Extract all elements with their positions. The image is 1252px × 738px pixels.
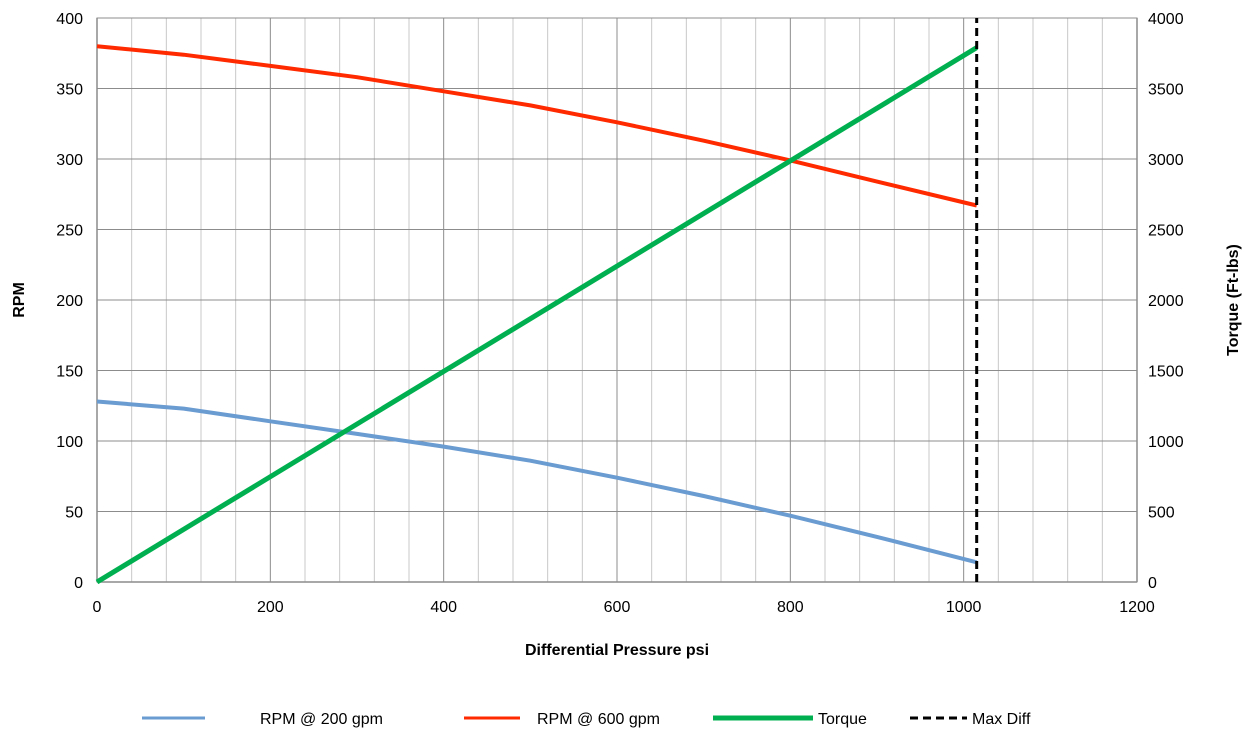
ticks: 0 200 400 600 800 1000 1200 0 50 100 150 200 250 300 3… (56, 11, 1183, 616)
y-axis-title: RPM (11, 282, 28, 318)
series-line-3 (95, 45, 978, 585)
y2-tick-label: 500 (1148, 505, 1175, 522)
x-tick-label: 1000 (946, 599, 982, 616)
y-tick-label: 100 (56, 434, 83, 451)
legend: RPM @ 200 gpm RPM @ 600 gpm Torque Max Diff (142, 711, 1031, 728)
series-line-2 (96, 44, 978, 208)
grid (96, 17, 1138, 583)
y2-tick-label: 0 (1148, 575, 1157, 592)
y2-tick-label: 4000 (1148, 11, 1184, 28)
y2-tick-label: 2000 (1148, 293, 1184, 310)
legend-label: RPM @ 600 gpm (537, 711, 660, 728)
y2-tick-label: 2500 (1148, 223, 1184, 240)
y2-tick-label: 1000 (1148, 434, 1184, 451)
legend-label: RPM @ 200 gpm (260, 711, 383, 728)
y-tick-label: 0 (74, 575, 83, 592)
y-tick-label: 150 (56, 364, 83, 381)
x-tick-label: 0 (93, 599, 102, 616)
y-tick-label: 50 (65, 505, 83, 522)
y2-tick-label: 3500 (1148, 82, 1184, 99)
x-tick-label: 200 (257, 599, 284, 616)
y-tick-label: 300 (56, 152, 83, 169)
y-tick-label: 200 (56, 293, 83, 310)
x-tick-label: 800 (777, 599, 804, 616)
y-tick-label: 250 (56, 223, 83, 240)
y2-axis-title: Torque (Ft-lbs) (1225, 244, 1242, 356)
legend-label: Torque (818, 711, 867, 728)
y-tick-label: 350 (56, 82, 83, 99)
x-tick-label: 1200 (1119, 599, 1155, 616)
x-axis-title: Differential Pressure psi (525, 642, 709, 659)
plot-frame (96, 17, 1138, 583)
y-tick-label: 400 (56, 11, 83, 28)
legend-label: Max Diff (972, 711, 1031, 728)
x-tick-label: 600 (604, 599, 631, 616)
series-layer (95, 18, 979, 585)
series-line-1 (96, 399, 978, 565)
x-tick-label: 400 (430, 599, 457, 616)
y2-tick-label: 1500 (1148, 364, 1184, 381)
y2-tick-label: 3000 (1148, 152, 1184, 169)
